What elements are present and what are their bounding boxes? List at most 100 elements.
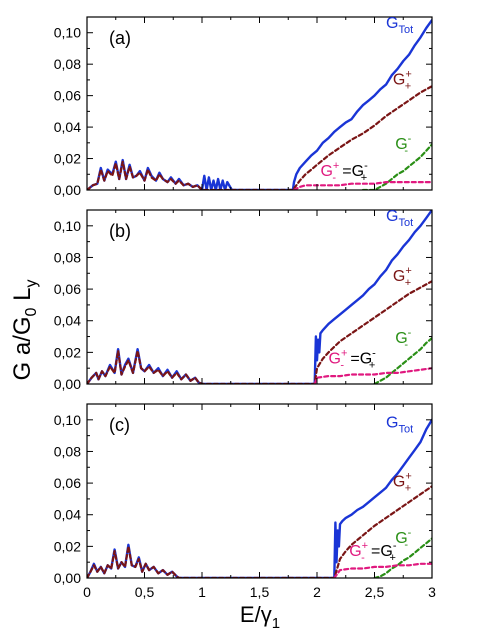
series-annotation: G-- bbox=[395, 527, 411, 551]
x-axis-label: E/γ1 bbox=[240, 602, 280, 632]
x-tick-label: 3 bbox=[428, 584, 436, 600]
series-annotation: G+ + bbox=[393, 69, 412, 93]
annotation-main: G bbox=[386, 15, 398, 32]
series-line-g bbox=[87, 85, 432, 190]
annotation-sup: + bbox=[333, 160, 339, 172]
x-tick-label: 0 bbox=[83, 584, 91, 600]
x-axis-label-main: E/γ bbox=[240, 602, 272, 627]
panel-3: 0 0,5 1 1,5 2 2,5 3 0,00 0,02 0,04 0,06 0,08 0,10 (c)… bbox=[54, 403, 436, 600]
annotation-sup: + bbox=[405, 69, 411, 81]
series-line-gtot bbox=[87, 18, 432, 190]
annotation-main: G bbox=[395, 530, 407, 547]
x-tick-label: 0,5 bbox=[135, 584, 155, 600]
series-line-gtot bbox=[87, 210, 432, 384]
annotation-sub: + bbox=[405, 482, 411, 494]
panel-label: (c) bbox=[109, 415, 130, 435]
series-line-g bbox=[361, 143, 432, 190]
series-line-g bbox=[87, 280, 432, 384]
y-tick-label: 0,00 bbox=[54, 182, 81, 198]
annotation-sup: + bbox=[362, 540, 368, 552]
annotation-main: G bbox=[386, 415, 398, 432]
y-tick-label: 0,10 bbox=[54, 218, 81, 234]
series-line-g bbox=[333, 562, 432, 578]
annotation-sup: + bbox=[405, 470, 411, 482]
annotation-sup: - bbox=[364, 160, 368, 172]
series-annotation: =G-+ bbox=[350, 347, 376, 371]
annotation-main: G bbox=[393, 473, 405, 490]
panel-series-group bbox=[87, 418, 432, 578]
series-annotation: G+ + bbox=[393, 470, 412, 494]
y-tick-label: 0,06 bbox=[54, 281, 81, 297]
annotation-sub: - bbox=[340, 359, 344, 371]
series-line-g bbox=[373, 537, 432, 578]
panel-label: (a) bbox=[109, 28, 131, 48]
y-tick-label: 0,10 bbox=[54, 25, 81, 41]
annotation-sup: - bbox=[408, 527, 412, 539]
y-axis-label-sub0: 0 bbox=[23, 307, 40, 316]
y-tick-label: 0,04 bbox=[54, 507, 81, 523]
y-tick-label: 0,08 bbox=[54, 443, 81, 459]
panel-label: (b) bbox=[109, 221, 131, 241]
annotation-sub: + bbox=[361, 172, 367, 184]
annotation-sup: - bbox=[408, 133, 412, 145]
plot-frame bbox=[86, 16, 433, 191]
series-annotation: G-- bbox=[395, 327, 411, 351]
annotation-main: =G bbox=[350, 350, 372, 367]
y-axis-label: G a/G0 Ly bbox=[9, 280, 40, 381]
annotation-sub: + bbox=[405, 277, 411, 289]
annotation-main: G bbox=[393, 72, 405, 89]
y-axis-label-main: G a/G bbox=[9, 316, 36, 380]
y-axis-label-suby: y bbox=[23, 280, 40, 288]
y-tick-label: 0,00 bbox=[54, 570, 81, 586]
annotation-sub: - bbox=[332, 172, 336, 184]
annotation-main: G bbox=[393, 268, 405, 285]
annotation-main: G bbox=[320, 163, 332, 180]
y-axis-label-main2: L bbox=[9, 288, 36, 308]
series-annotation: GTot bbox=[386, 415, 413, 436]
annotation-sup: + bbox=[341, 347, 347, 359]
annotation-sub: + bbox=[369, 359, 375, 371]
series-line-g bbox=[87, 485, 432, 578]
series-annotation: G+ - bbox=[320, 160, 339, 184]
annotation-sub: + bbox=[405, 81, 411, 93]
series-annotation: G+ - bbox=[329, 347, 348, 371]
annotation-main: G bbox=[349, 543, 361, 560]
y-tick-label: 0,02 bbox=[54, 538, 81, 554]
x-axis-label-sub: 1 bbox=[272, 615, 280, 632]
y-tick-label: 0,02 bbox=[54, 151, 81, 167]
annotation-sub: Tot bbox=[398, 217, 413, 229]
annotation-sub: Tot bbox=[398, 424, 413, 436]
series-line-g bbox=[292, 181, 432, 190]
annotation-sub: - bbox=[404, 539, 408, 551]
annotation-sub: - bbox=[404, 145, 408, 157]
annotation-main: =G bbox=[342, 163, 364, 180]
series-annotation: G-- bbox=[395, 133, 411, 157]
series-line-g bbox=[313, 367, 432, 384]
annotation-sup: + bbox=[405, 265, 411, 277]
annotation-sup: - bbox=[408, 327, 412, 339]
x-tick-label: 1,5 bbox=[250, 584, 270, 600]
annotation-main: G bbox=[395, 136, 407, 153]
series-annotation: G+ + bbox=[393, 265, 412, 289]
y-tick-label: 0,08 bbox=[54, 56, 81, 72]
y-tick-label: 0,00 bbox=[54, 376, 81, 392]
y-tick-label: 0,02 bbox=[54, 344, 81, 360]
y-tick-label: 0,06 bbox=[54, 88, 81, 104]
y-tick-label: 0,06 bbox=[54, 475, 81, 491]
panel-series-group bbox=[87, 210, 432, 384]
annotation-main: G bbox=[386, 208, 398, 225]
series-annotation: G+ - bbox=[349, 540, 368, 564]
annotation-sub: Tot bbox=[398, 24, 413, 36]
series-annotation: =G-+ bbox=[342, 160, 368, 184]
annotation-sup: - bbox=[372, 347, 376, 359]
series-line-g bbox=[373, 337, 432, 384]
x-tick-label: 1 bbox=[198, 584, 206, 600]
y-tick-label: 0,04 bbox=[54, 119, 81, 135]
annotation-main: =G bbox=[371, 543, 393, 560]
x-tick-label: 2,5 bbox=[365, 584, 385, 600]
series-annotation: GTot bbox=[386, 208, 413, 229]
